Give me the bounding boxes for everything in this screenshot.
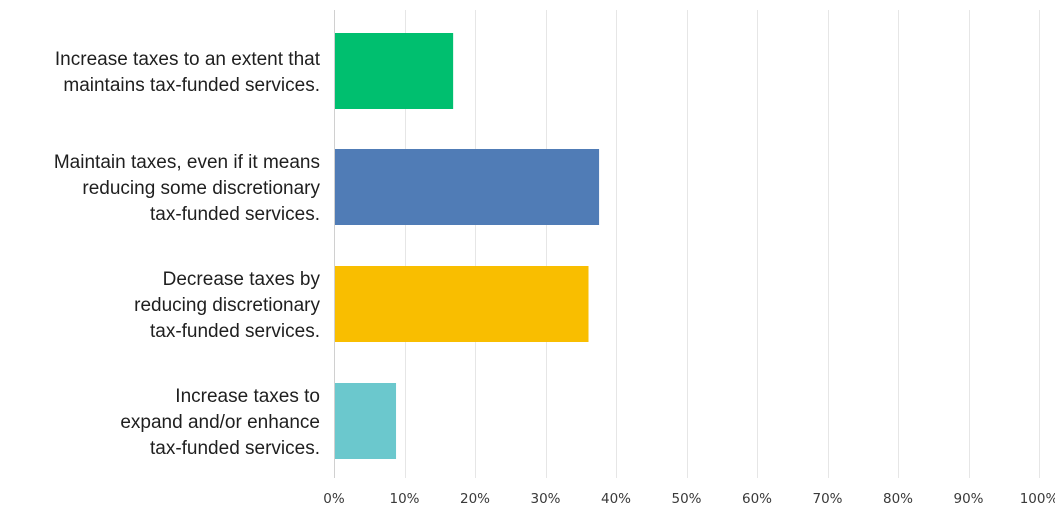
category-label: tax-funded services. [150,438,320,459]
bar [335,383,397,459]
bar [335,266,589,342]
category-label: expand and/or enhance [120,412,320,433]
x-tick-label: 20% [460,491,490,507]
x-tick-label: 90% [953,491,983,507]
x-axis-tick-labels: 0% 10% 20% 30% 40% 50% 60% 70% 80% 90% 100% [323,491,1055,507]
category-label: maintains tax-funded services. [63,75,320,96]
category-labels: Increase taxes to an extent that maintain… [54,49,321,459]
bars [335,33,600,459]
x-tick-label: 40% [601,491,631,507]
bar [335,149,600,225]
category-label: Maintain taxes, even if it means [54,152,320,173]
category-label: reducing some discretionary [82,178,320,199]
x-tick-label: 10% [389,491,419,507]
category-label: Decrease taxes by [163,269,321,290]
x-tick-label: 30% [530,491,560,507]
category-label: tax-funded services. [150,204,320,225]
category-label: Increase taxes to an extent that [55,49,321,70]
bar [335,33,454,109]
x-tick-label: 70% [812,491,842,507]
x-tick-label: 100% [1020,491,1055,507]
category-label: tax-funded services. [150,321,320,342]
x-tick-label: 50% [671,491,701,507]
category-label: Increase taxes to [175,386,320,407]
x-tick-label: 60% [742,491,772,507]
x-tick-label: 0% [323,491,345,507]
category-label: reducing discretionary [134,295,320,316]
x-tick-label: 80% [883,491,913,507]
